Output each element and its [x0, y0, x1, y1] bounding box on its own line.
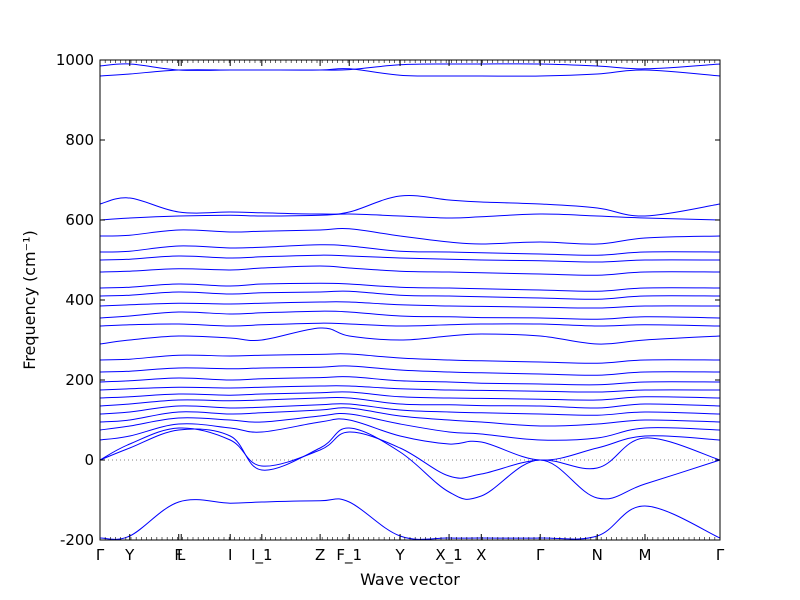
band-line-26 — [99, 68, 721, 77]
x-tick-label: Y — [124, 546, 135, 564]
band-line-13 — [99, 353, 721, 364]
band-line-12 — [99, 365, 721, 376]
y-tick-label: 400 — [65, 291, 94, 309]
band-line-18 — [99, 290, 721, 300]
y-tick-label: -200 — [60, 531, 94, 549]
y-tick-label: 600 — [65, 211, 94, 229]
band-line-21 — [99, 254, 721, 263]
x-tick-label: Z — [315, 546, 325, 564]
band-line-24 — [99, 213, 721, 221]
band-line-16 — [99, 310, 721, 320]
x-tick-label: X — [476, 546, 486, 564]
x-tick-label: X_1 — [435, 546, 462, 565]
band-line-8 — [99, 396, 721, 409]
band-line-4 — [99, 418, 721, 461]
band-line-9 — [99, 391, 721, 401]
x-tick-label: M — [639, 546, 652, 564]
band-line-17 — [99, 301, 721, 309]
y-axis-label: Frequency (cm⁻¹) — [20, 230, 39, 369]
band-line-6 — [99, 407, 721, 427]
band-line-25 — [99, 195, 721, 217]
x-tick-label: Γ — [716, 546, 725, 564]
band-line-1 — [99, 498, 721, 540]
band-line-22 — [99, 244, 721, 256]
y-axis-ticks: -200 0 200 400 600 800 1000 — [56, 51, 720, 549]
y-tick-label: 1000 — [56, 51, 94, 69]
x-tick-label: L — [177, 546, 186, 564]
x-tick-label: F — [174, 546, 183, 564]
y-tick-label: 0 — [84, 451, 94, 469]
band-line-10 — [99, 385, 721, 393]
band-line-20 — [99, 265, 721, 276]
band-line-14 — [99, 327, 721, 345]
y-tick-label: 800 — [65, 131, 94, 149]
band-line-7 — [99, 403, 721, 416]
x-tick-label: I_1 — [251, 546, 272, 565]
x-axis-label: Wave vector — [360, 570, 460, 589]
x-tick-label: Γ — [96, 546, 105, 564]
plot-frame — [99, 59, 721, 541]
x-axis-ticks: Γ Y FL I I_1 Z F_1 Y X_1 X Γ N M Γ — [96, 60, 725, 565]
x-tick-label: N — [592, 546, 603, 564]
x-tick-label: F_1 — [336, 546, 362, 565]
band-line-23 — [99, 227, 721, 245]
band-line-5 — [99, 413, 721, 441]
x-tick-label: Γ — [536, 546, 545, 564]
band-line-11 — [99, 376, 721, 386]
x-tick-label: Y — [394, 546, 405, 564]
plot-content — [99, 63, 721, 540]
band-line-19 — [99, 282, 721, 292]
band-line-3 — [99, 427, 721, 479]
band-line-15 — [99, 322, 721, 327]
band-line-2 — [99, 427, 721, 500]
y-tick-label: 200 — [65, 371, 94, 389]
x-tick-label: I — [228, 546, 232, 564]
